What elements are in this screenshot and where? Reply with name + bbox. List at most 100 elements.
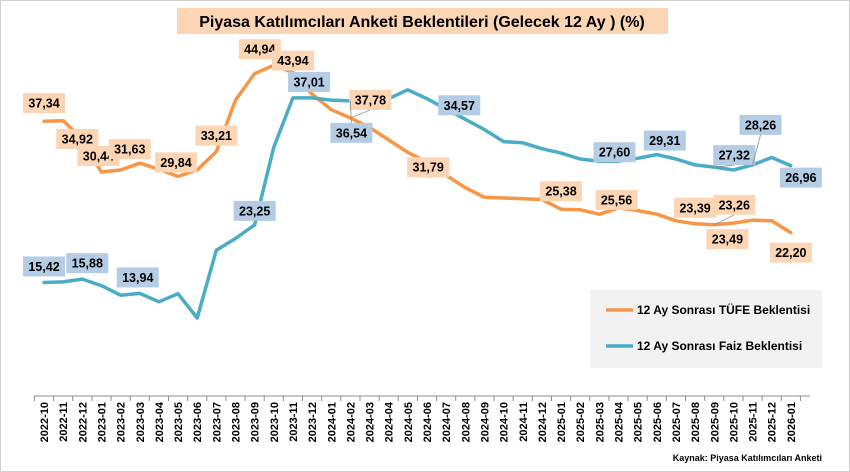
data-label-box [233,200,276,221]
data-label-tufe: 22,20 [769,242,812,263]
data-label-text: 31,63 [114,143,145,157]
x-tick-label: 2024-02 [345,402,357,442]
data-label-text: 29,84 [160,156,191,170]
data-label-leader [350,100,352,123]
data-label-leader [350,109,371,119]
x-tick-label: 2023-01 [96,402,108,442]
data-label-text: 43,94 [277,54,308,68]
data-label-tufe: 31,63 [108,139,151,160]
x-tick-label: 2025-07 [671,402,683,442]
data-label-tufe: 44,94 [238,39,281,60]
data-label-faiz: 36,54 [330,100,373,143]
x-tick-label: 2024-07 [441,402,453,442]
data-label-faiz: 15,88 [66,253,109,274]
data-label-box [643,130,686,151]
data-label-faiz: 34,57 [438,95,481,116]
data-label-box [108,139,151,160]
x-tick-label: 2025-01 [556,402,568,442]
data-label-tufe: 34,92 [56,128,99,149]
x-tick-label: 2024-09 [479,402,491,442]
x-tick-label: 2023-09 [250,402,262,442]
data-label-tufe: 33,21 [195,125,238,146]
data-label-faiz: 37,01 [288,71,331,92]
data-label-text: 30,44 [83,149,114,163]
x-tick-label: 2025-09 [709,402,721,442]
data-label-box [195,125,238,146]
x-tick-label: 2023-06 [192,402,204,442]
data-label-box [407,157,450,178]
x-tick-label: 2023-11 [288,402,300,442]
data-label-tufe: 29,84 [155,152,198,173]
x-tick-label: 2024-05 [403,402,415,442]
data-label-text: 34,92 [62,132,93,146]
x-tick-label: 2024-01 [326,402,338,442]
data-label-box [713,194,756,215]
data-label-faiz: 23,25 [233,200,276,221]
data-label-text: 15,42 [28,260,59,274]
legend-label-tufe: 12 Ay Sonrası TÜFE Beklentisi [637,302,810,317]
x-tick-label: 2022-10 [39,402,51,442]
x-tick-label: 2023-04 [154,401,166,442]
data-label-box [713,145,756,166]
data-label-tufe: 23,39 [674,197,717,218]
data-label-faiz: 28,26 [739,114,782,165]
data-label-tufe: 43,94 [271,50,314,71]
x-tick-label: 2024-04 [384,401,396,442]
x-axis: 2022-10 2022-11 2022-12 2023-01 2023-02 2023-… [33,395,810,442]
legend: 12 Ay Sonrası TÜFE Beklentisi 12 Ay Sonr… [590,290,822,368]
x-tick-label: 2024-11 [518,402,530,442]
data-label-text: 27,60 [599,146,630,160]
data-label-text: 37,78 [355,93,386,107]
data-label-faiz: 26,96 [779,167,822,188]
data-label-text: 23,49 [712,233,743,247]
chart-title-text: Piyasa Katılımcıları Anketi Beklentileri… [199,14,645,31]
data-label-tufe: 37,34 [23,93,65,114]
data-label-box [23,256,65,277]
data-label-leader [752,134,761,165]
data-label-box [438,95,481,116]
data-label-text: 27,32 [719,149,750,163]
data-label-box [349,89,392,110]
x-tick-label: 2024-08 [460,402,472,442]
data-label-text: 33,21 [201,129,232,143]
data-label-tufe: 31,79 [407,157,450,178]
data-label-text: 26,96 [785,171,816,185]
data-label-box [271,50,314,71]
x-tick-label: 2023-08 [231,402,243,442]
x-tick-label: 2025-11 [748,402,760,442]
data-label-text: 28,26 [745,118,776,132]
data-label-tufe: 23,26 [713,194,756,226]
legend-box [590,290,822,368]
data-label-tufe: 25,38 [540,181,583,202]
data-label-faiz: 13,94 [116,267,159,288]
data-label-box [540,181,583,202]
x-tick-label: 2023-05 [173,402,185,442]
data-label-faiz: 29,31 [643,130,686,151]
x-tick-label: 2025-04 [614,401,626,442]
x-tick-label: 2025-03 [594,402,606,442]
data-label-leader [714,164,735,168]
data-label-text: 37,34 [28,97,59,111]
data-label-box [593,142,636,163]
data-label-text: 29,31 [649,134,680,148]
data-label-box [66,253,109,274]
data-label-text: 23,25 [239,204,270,218]
data-label-text: 31,79 [413,161,444,175]
x-tick-label: 2025-02 [575,402,587,442]
data-label-box [238,39,281,60]
x-tick-label: 2025-06 [652,402,664,442]
x-tick-label: 2025-08 [690,402,702,442]
data-label-box [674,197,717,218]
data-label-text: 37,01 [293,75,324,89]
series-line-faiz [42,88,793,320]
x-tick-label: 2024-10 [499,402,511,442]
data-label-box [116,267,159,288]
data-label-tufe: 23,49 [706,229,749,250]
x-tick-label: 2024-12 [537,402,549,442]
x-tick-label: 2022-12 [77,402,89,442]
data-label-text: 13,94 [122,271,153,285]
data-label-tufe: 37,78 [349,89,392,119]
data-label-text: 44,94 [244,43,275,57]
data-label-box [779,167,822,188]
